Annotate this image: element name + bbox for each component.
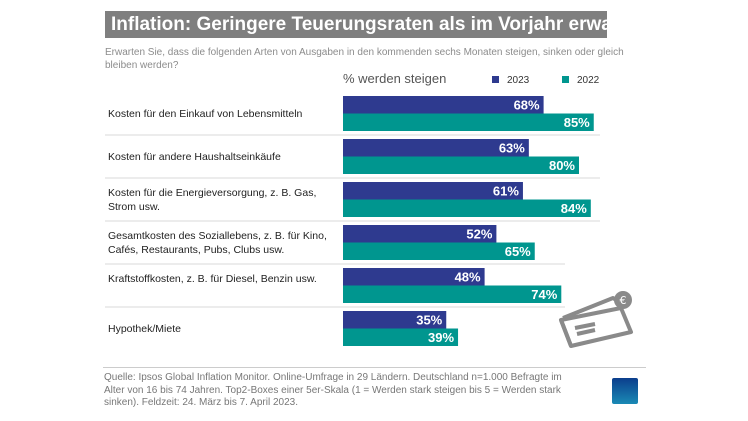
question-text: Erwarten Sie, dass die folgenden Arten v… bbox=[105, 47, 624, 71]
page-title: Inflation: Geringere Teuerungsraten als … bbox=[105, 11, 642, 38]
data-label-2023: 61% bbox=[493, 184, 519, 199]
category-label: Gesamtkosten des Soziallebens, z. B. für… bbox=[108, 229, 327, 256]
data-label-2023: 35% bbox=[416, 313, 442, 328]
measure-label: % werden steigen bbox=[343, 71, 447, 86]
category-label: Kosten für andere Haushaltseinkäufe bbox=[108, 150, 281, 163]
bar-2022 bbox=[343, 242, 535, 260]
wallet-icon: € bbox=[559, 291, 633, 348]
category-label: Kosten für den Einkauf von Lebensmitteln bbox=[108, 107, 303, 120]
legend-swatch-2022 bbox=[562, 76, 569, 83]
data-label-2022: 80% bbox=[549, 158, 575, 173]
data-label-2022: 85% bbox=[564, 115, 590, 130]
bar-2023 bbox=[343, 268, 485, 286]
data-label-2022: 74% bbox=[531, 287, 557, 302]
bar-2022 bbox=[343, 113, 594, 131]
bar-2022 bbox=[343, 156, 579, 174]
svg-text:€: € bbox=[620, 294, 627, 307]
bar-2022 bbox=[343, 199, 591, 217]
data-label-2023: 63% bbox=[499, 141, 525, 156]
legend-2023: 2023 bbox=[492, 75, 529, 86]
data-label-2023: 52% bbox=[466, 227, 492, 242]
legend-label-2022: 2022 bbox=[577, 75, 600, 86]
category-label: Kosten für die Energieversorgung, z. B. … bbox=[108, 186, 317, 213]
data-label-2022: 65% bbox=[505, 244, 531, 259]
source-note: Quelle: Ipsos Global Inflation Monitor. … bbox=[104, 372, 562, 408]
legend-2022: 2022 bbox=[562, 75, 599, 86]
bar-2022 bbox=[343, 328, 459, 346]
bar-2023 bbox=[343, 311, 447, 329]
data-label-2023: 48% bbox=[455, 270, 481, 285]
data-label-2022: 84% bbox=[561, 201, 587, 216]
bar-2023 bbox=[343, 139, 529, 157]
category-label: Kraftstoffkosten, z. B. für Diesel, Benz… bbox=[108, 272, 317, 285]
category-label: Hypothek/Miete bbox=[108, 322, 181, 335]
bar-2023 bbox=[343, 225, 497, 243]
legend-swatch-2023 bbox=[492, 76, 499, 83]
data-label-2023: 68% bbox=[514, 98, 540, 113]
data-label-2022: 39% bbox=[428, 330, 454, 345]
legend-label-2023: 2023 bbox=[507, 75, 530, 86]
bar-2023 bbox=[343, 96, 544, 114]
bar-2023 bbox=[343, 182, 523, 200]
footer-divider bbox=[103, 367, 646, 368]
ipsos-logo bbox=[612, 378, 638, 404]
bar-2022 bbox=[343, 285, 562, 303]
